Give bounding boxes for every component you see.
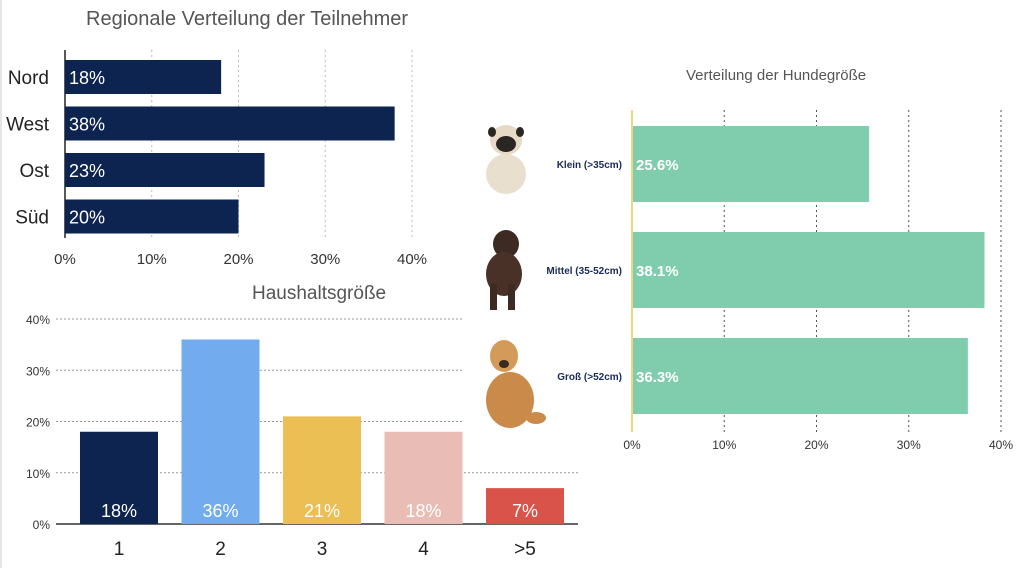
page-border [0, 0, 2, 568]
data-label: 38% [69, 115, 105, 135]
bar-süd [65, 199, 239, 234]
bar-household-1 [80, 431, 158, 524]
bar-household-3 [283, 416, 361, 524]
golden-retriever-photo [480, 334, 548, 432]
data-label: 38.1% [636, 263, 679, 280]
bar-dog-size [633, 126, 870, 202]
data-label: 18% [69, 68, 105, 88]
x-tick-label: 40% [989, 438, 1013, 452]
dog-chart-title: Verteilung der Hundegröße [686, 67, 867, 84]
category-label: 2 [215, 539, 226, 560]
x-tick-label: 20% [804, 438, 828, 452]
category-label: 3 [317, 539, 328, 560]
x-tick-label: 30% [897, 438, 921, 452]
category-label: Ost [19, 161, 49, 182]
bar-dog-size [633, 338, 968, 414]
data-label: 18% [405, 501, 441, 521]
y-tick-label: 20% [26, 416, 50, 430]
category-label: 4 [418, 539, 429, 560]
y-tick-label: 10% [26, 467, 50, 481]
bar-household-4 [384, 431, 463, 524]
x-tick-label: 20% [223, 251, 253, 268]
data-label: 23% [69, 161, 105, 181]
data-label: 20% [69, 208, 105, 228]
x-tick-label: 0% [54, 251, 76, 268]
data-label: 25.6% [636, 157, 679, 174]
category-label: West [6, 115, 50, 136]
category-label: >5 [514, 539, 536, 560]
category-label: Süd [15, 208, 49, 229]
y-tick-label: 40% [26, 313, 50, 327]
y-tick-label: 30% [26, 364, 50, 378]
bar-ost [65, 153, 265, 187]
x-tick-label: 30% [310, 251, 340, 268]
bar-household-2 [181, 339, 260, 524]
data-label: 7% [512, 501, 538, 521]
bar-west [65, 106, 395, 141]
bar-household-5 [486, 488, 564, 524]
data-label: 18% [101, 501, 137, 521]
x-tick-label: 40% [397, 251, 427, 268]
category-label: Groß (>52cm) [557, 372, 622, 383]
x-tick-label: 10% [712, 438, 736, 452]
data-label: 36.3% [636, 369, 679, 386]
bar-nord [65, 60, 222, 94]
regional-chart-title: Regionale Verteilung der Teilnehmer [86, 8, 409, 30]
brown-dog-photo [476, 224, 531, 314]
household-chart-title: Haushaltsgröße [252, 283, 387, 304]
category-label: 1 [114, 539, 125, 560]
category-label: Klein (>35cm) [557, 160, 622, 171]
pug-photo [478, 116, 533, 196]
x-tick-label: 0% [623, 438, 641, 452]
data-label: 36% [202, 501, 238, 521]
data-label: 21% [304, 501, 340, 521]
category-label: Nord [8, 68, 49, 89]
bar-dog-size [633, 232, 985, 308]
category-label: Mittel (35-52cm) [546, 266, 622, 277]
y-tick-label: 0% [33, 518, 51, 532]
x-tick-label: 10% [137, 251, 167, 268]
